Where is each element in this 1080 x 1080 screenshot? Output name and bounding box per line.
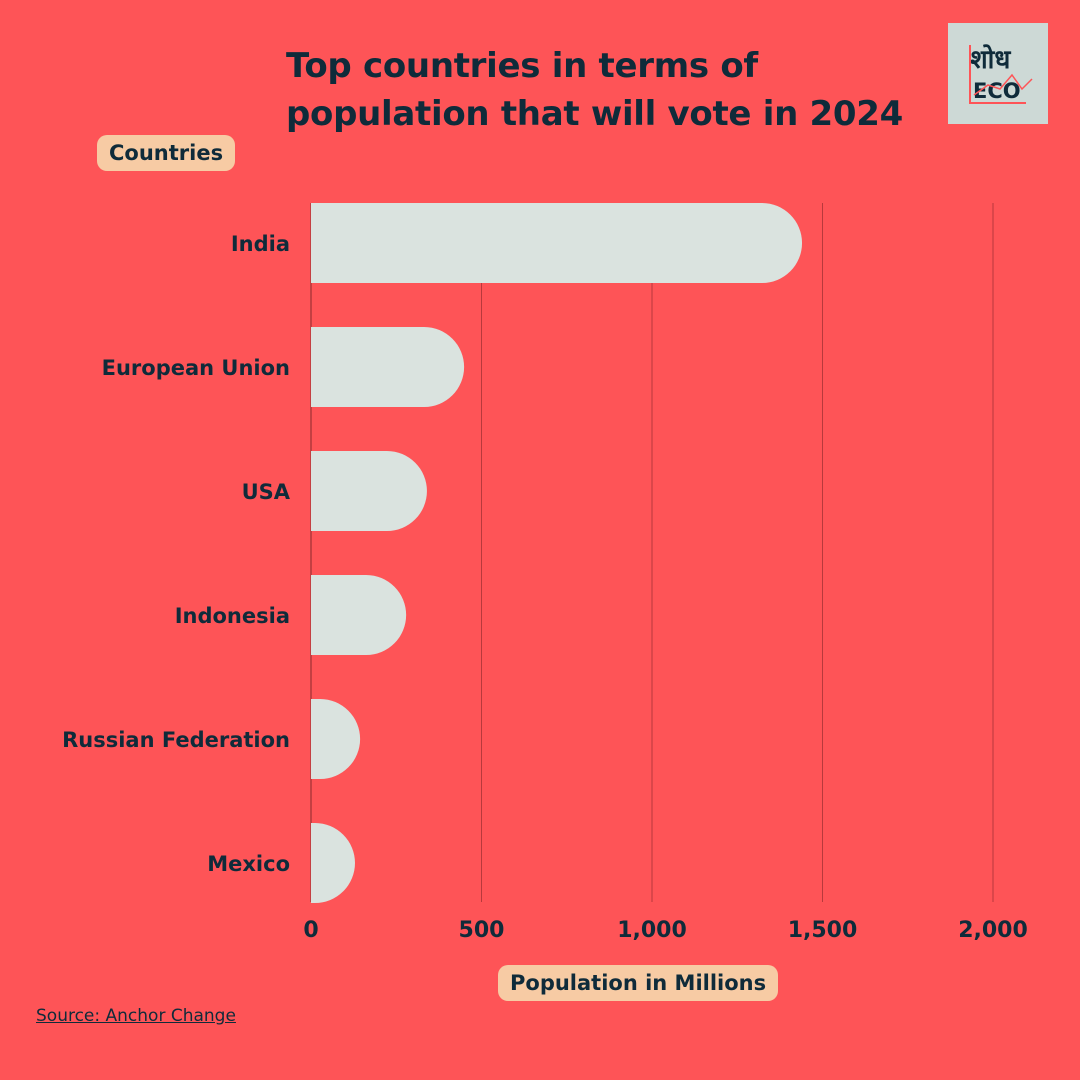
bar-russian-federation [311, 699, 361, 779]
svg-text:शोध: शोध [970, 44, 1011, 75]
category-label: European Union [102, 356, 290, 380]
x-tick-label: 0 [303, 918, 318, 943]
x-tick-label: 500 [459, 918, 505, 943]
x-axis-label: Population in Millions [498, 965, 779, 1001]
svg-text:ECO: ECO [973, 79, 1021, 103]
title-line-1: Top countries in terms of [286, 46, 758, 86]
bar-usa [311, 451, 427, 531]
category-label: Indonesia [175, 604, 290, 628]
y-axis-label: Countries [97, 135, 236, 171]
title-line-2: population that will vote in 2024 [286, 94, 903, 134]
bar-indonesia [311, 575, 407, 655]
source-link[interactable]: Source: Anchor Change [36, 1006, 236, 1026]
shodh-eco-logo: शोध ECO [948, 23, 1048, 124]
category-label: USA [242, 480, 291, 504]
x-tick-label: 1,500 [788, 918, 858, 943]
category-label: India [231, 232, 290, 256]
bar-india [311, 203, 803, 283]
bar-european-union [311, 327, 465, 407]
bar-mexico [311, 823, 355, 903]
chart-title: Top countries in terms of population tha… [286, 42, 903, 138]
category-label: Mexico [207, 852, 290, 876]
category-label: Russian Federation [62, 728, 290, 752]
x-tick-label: 2,000 [958, 918, 1028, 943]
x-tick-label: 1,000 [617, 918, 687, 943]
